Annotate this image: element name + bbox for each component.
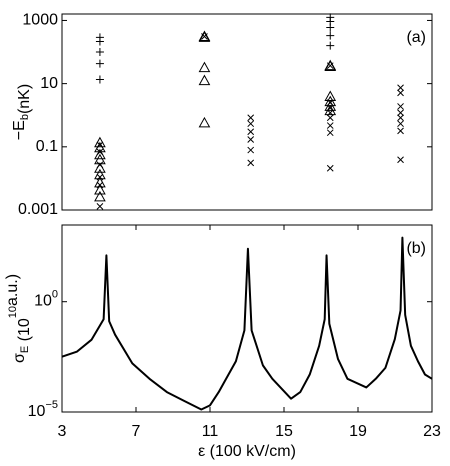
- marker: [397, 120, 404, 128]
- y-axis-label-part: (nK): [16, 84, 33, 114]
- y-tick-label-exponent: −5: [45, 399, 58, 411]
- plot-frame: [61, 224, 433, 413]
- marker: [96, 141, 104, 149]
- x-tick-label: 15: [275, 423, 293, 440]
- marker: [96, 161, 104, 169]
- marker: [326, 23, 335, 32]
- y-tick-label: 0.1: [36, 138, 58, 155]
- y-tick-label-base: 10: [28, 403, 46, 420]
- marker: [397, 89, 404, 97]
- marker: [247, 146, 255, 154]
- x-axis-label: ε (100 kV/cm): [198, 443, 296, 460]
- marker: [96, 173, 104, 181]
- y-axis-label-part: b: [19, 114, 31, 120]
- marker: [324, 60, 337, 71]
- marker: [397, 109, 404, 117]
- marker: [326, 114, 334, 122]
- marker: [198, 31, 211, 42]
- marker: [326, 122, 334, 129]
- marker: [397, 103, 404, 110]
- y-tick-label: 1000: [22, 12, 58, 29]
- marker: [198, 116, 211, 128]
- y-tick-label: 100: [34, 289, 58, 310]
- y-axis-label: −Eb(nK): [11, 84, 33, 140]
- marker: [96, 181, 104, 189]
- marker: [326, 41, 335, 50]
- y-tick-label: 10: [40, 75, 58, 92]
- y-tick-label-exponent: 0: [52, 289, 58, 301]
- marker: [326, 99, 334, 107]
- marker: [95, 75, 104, 84]
- marker: [94, 190, 106, 202]
- marker: [326, 104, 334, 112]
- marker: [247, 120, 255, 128]
- marker: [326, 129, 334, 137]
- plot-frame: [61, 13, 433, 211]
- marker: [326, 62, 334, 70]
- y-axis-label-part: 10: [7, 306, 19, 318]
- y-axis-label-part: a.u.): [4, 274, 21, 306]
- x-tick-label: 7: [132, 423, 141, 440]
- marker: [96, 203, 104, 210]
- marker: [397, 156, 404, 164]
- y-tick-label-base: 10: [34, 293, 52, 310]
- marker: [198, 74, 211, 86]
- marker: [95, 59, 104, 68]
- marker: [326, 164, 334, 172]
- y-axis-label-part: (10: [16, 318, 33, 346]
- marker: [96, 148, 104, 156]
- marker: [95, 37, 104, 46]
- marker: [201, 33, 208, 40]
- y-axis-label-part: E: [19, 346, 31, 353]
- marker: [397, 127, 404, 135]
- y-axis-label: σE (1010a.u.): [4, 274, 33, 363]
- marker: [198, 61, 211, 73]
- marker: [247, 136, 255, 143]
- line: [61, 236, 433, 411]
- marker: [247, 114, 255, 122]
- y-tick-label: 10−5: [28, 399, 58, 420]
- marker: [397, 84, 404, 92]
- y-axis-label-part: σ: [11, 353, 28, 363]
- y-axis-label-part: −E: [11, 120, 28, 140]
- x-tick-label: 19: [349, 423, 367, 440]
- y-tick-label: 0.001: [18, 201, 58, 218]
- x-tick-label: 3: [58, 423, 67, 440]
- x-tick-label: 11: [202, 423, 219, 440]
- marker: [247, 128, 255, 136]
- panel-label: (a): [406, 29, 426, 46]
- marker: [94, 183, 106, 195]
- marker: [247, 159, 255, 167]
- marker: [326, 109, 334, 117]
- panel-label: (b): [406, 240, 426, 257]
- marker: [397, 114, 404, 122]
- marker: [326, 31, 335, 40]
- x-tick-label: 23: [423, 423, 441, 440]
- marker: [95, 48, 104, 57]
